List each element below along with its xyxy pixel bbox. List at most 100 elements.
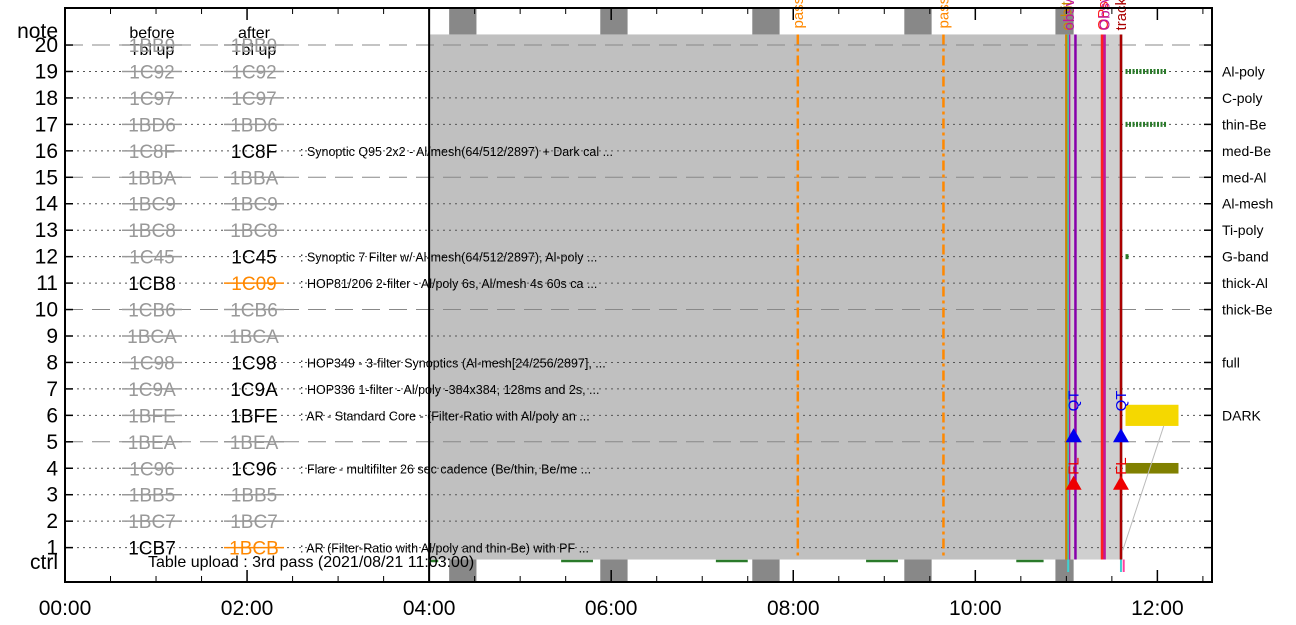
saa-block-top <box>1055 8 1074 35</box>
upload-block <box>429 34 1071 560</box>
after-code: 1C09 <box>231 274 276 295</box>
before-code: 1C92 <box>129 62 174 83</box>
after-code: 1C96 <box>231 459 276 480</box>
before-code: 1BB5 <box>129 486 175 507</box>
before-code: 1C97 <box>129 89 174 110</box>
after-code: 1BCA <box>229 327 279 348</box>
x-tick-label: 02:00 <box>221 597 274 620</box>
y-axis-title: note <box>17 20 58 43</box>
table-description: : HOP349 - 3-filter Synoptics (Al-mesh[2… <box>300 356 606 370</box>
ctrl-label: ctrl <box>30 551 58 574</box>
after-code: 1C8F <box>231 142 277 163</box>
fl-label: FL <box>1066 457 1083 475</box>
after-code: 1C9A <box>230 380 278 401</box>
saa-block-top <box>449 8 477 35</box>
pass-label: pass <box>790 0 807 28</box>
after-code: 1BC9 <box>230 195 278 216</box>
qt-triangle <box>1065 428 1082 443</box>
after-code: 1BCB <box>229 539 279 560</box>
qt-triangle <box>1112 428 1129 443</box>
olive-bar <box>1125 462 1179 474</box>
saa-block-bottom <box>449 559 477 582</box>
after-code: 1BB5 <box>231 486 277 507</box>
after-code: 1C45 <box>231 248 276 269</box>
right-label: thick-Al <box>1222 275 1268 291</box>
y-tick-label: 19 <box>35 60 58 83</box>
y-tick-label: 13 <box>35 219 58 242</box>
after-header-line1: after <box>238 25 271 42</box>
frame-layer <box>64 7 1213 583</box>
x-tick-label: 08:00 <box>767 597 820 620</box>
right-label: Ti-poly <box>1222 222 1264 238</box>
after-code: 1C98 <box>231 353 276 374</box>
y-tick-label: 3 <box>46 484 58 507</box>
fl-label: FL <box>1113 457 1130 475</box>
y-tick-label: 10 <box>35 299 58 322</box>
right-label: thin-Be <box>1222 116 1267 132</box>
right-label: full <box>1222 354 1240 370</box>
event-label: obsv <box>1061 0 1078 30</box>
y-tick-label: 9 <box>46 325 58 348</box>
table-description: : AR - Standard Core - (Filter-Ratio wit… <box>300 409 590 423</box>
before-code: 1CB6 <box>128 301 176 322</box>
event-label: track4 <box>1113 0 1130 30</box>
y-tick-label: 4 <box>46 457 58 480</box>
x-tick-label: 12:00 <box>1131 597 1184 620</box>
saa-block-top <box>904 8 932 35</box>
table-description: : AR (Filter-Ratio with Al/poly and thin… <box>300 542 589 556</box>
fl-triangle <box>1112 475 1129 490</box>
y-tick-label: 14 <box>35 193 59 216</box>
y-tick-label: 12 <box>35 246 58 269</box>
marks-layer <box>428 8 1179 582</box>
before-code: 1C96 <box>129 459 174 480</box>
y-tick-label: 16 <box>35 140 58 163</box>
after-code: 1BBA <box>230 168 279 189</box>
qt-label: QT <box>1113 391 1130 412</box>
y-tick-label: 5 <box>46 431 58 454</box>
before-code: 1BFE <box>128 406 176 427</box>
connector-line <box>1122 425 1165 551</box>
right-label: G-band <box>1222 249 1269 265</box>
y-tick-label: 20 <box>35 34 58 57</box>
before-code: 1BB9 <box>129 36 175 57</box>
table-description: : HOP336 1-filter - Al/poly -384x384, 12… <box>300 383 599 397</box>
saa-block-bottom <box>752 559 780 582</box>
table-description: : Flare - multifilter 26 sec cadence (Be… <box>300 462 591 476</box>
right-label: C-poly <box>1222 90 1262 106</box>
background-layer <box>429 8 1123 582</box>
after-code: 1C97 <box>231 89 276 110</box>
after-code: 1BFE <box>230 406 278 427</box>
before-code: 1CB8 <box>128 274 176 295</box>
before-code: 1BD6 <box>128 115 176 136</box>
before-code: 1BC8 <box>128 221 176 242</box>
saa-block-top <box>600 8 628 35</box>
y-tick-label: 11 <box>36 272 58 295</box>
x-tick-label: 06:00 <box>585 597 638 620</box>
table-description: : HOP81/206 2-filter - Al/poly 6s, Al/me… <box>300 277 597 291</box>
before-header-line2: Tbl up <box>130 42 175 59</box>
y-tick-label: 15 <box>35 166 58 189</box>
before-code: 1C45 <box>129 248 174 269</box>
saa-block-bottom <box>1055 559 1074 582</box>
saa-block-top <box>752 8 780 35</box>
saa-block-bottom <box>904 559 932 582</box>
after-code: 1BC7 <box>230 512 278 533</box>
x-tick-label: 10:00 <box>949 597 1002 620</box>
before-code: 1BBA <box>128 168 177 189</box>
after-code: 1CB6 <box>230 301 278 322</box>
post-upload-block <box>1070 34 1123 560</box>
after-code: 1BC8 <box>230 221 278 242</box>
before-code: 1BCA <box>127 327 177 348</box>
fl-triangle <box>1065 475 1082 490</box>
before-code: 1C9A <box>128 380 176 401</box>
pass-label: pass <box>935 0 952 28</box>
x-tick-label: 04:00 <box>403 597 456 620</box>
y-tick-label: 6 <box>46 404 58 427</box>
y-tick-label: 2 <box>46 510 58 533</box>
right-label: DARK <box>1222 407 1262 423</box>
y-tick-label: 8 <box>46 351 58 374</box>
after-code: 1BEA <box>230 433 279 454</box>
before-code: 1C98 <box>129 353 174 374</box>
y-tick-label: 17 <box>35 113 58 136</box>
